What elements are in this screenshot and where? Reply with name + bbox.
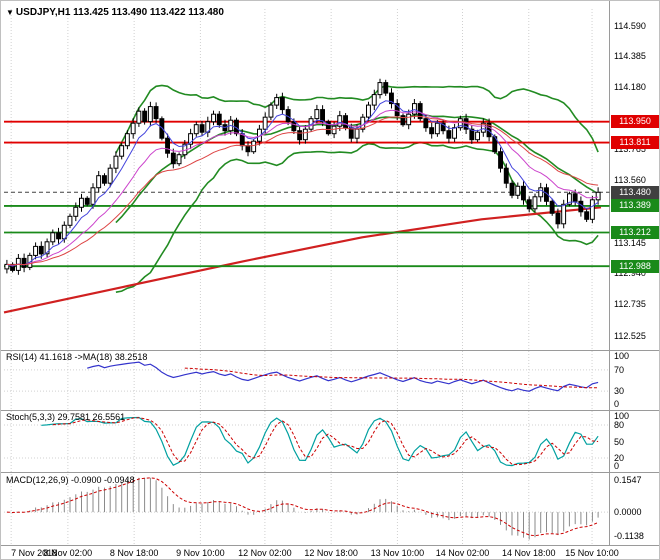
- rsi-line: [87, 361, 599, 392]
- stoch-d-line: [52, 417, 599, 466]
- stoch-indicator-label: Stoch(5,3,3) 29.7581 26.5561: [6, 412, 126, 422]
- candles-layer: [4, 78, 601, 275]
- macd-histogram: [12, 477, 599, 540]
- macd-indicator-label: MACD(12,26,9) -0.0900 -0.0948: [6, 475, 135, 485]
- bollinger-upper-band: [115, 84, 599, 154]
- rsi-ma-line: [184, 367, 599, 389]
- chart-title: ▼ USDJPY,H1 113.425 113.490 113.422 113.4…: [6, 7, 224, 18]
- slow-ma-line: [3, 206, 602, 314]
- symbol-dropdown-icon[interactable]: ▼: [6, 8, 14, 17]
- macd-signal-line: [6, 477, 599, 537]
- rsi-indicator-label: RSI(14) 41.1618 ->MA(18) 38.2518: [6, 352, 148, 362]
- symbol-ohlc-text: USDJPY,H1 113.425 113.490 113.422 113.48…: [15, 7, 224, 18]
- second-slow-ema-line: [6, 115, 599, 266]
- mid-ema-line: [6, 109, 599, 266]
